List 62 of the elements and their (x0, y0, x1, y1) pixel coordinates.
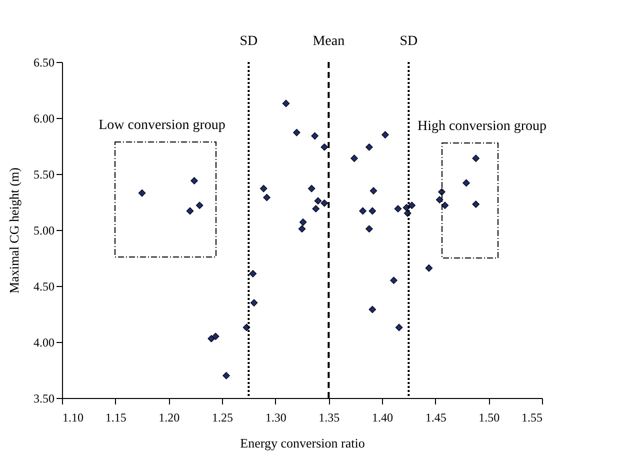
point (382, 131, 389, 138)
point (196, 202, 204, 210)
ref-line-label: SD (400, 34, 418, 49)
point (293, 128, 300, 136)
point (298, 225, 306, 233)
x-tick-label: 1.25 (212, 410, 233, 424)
x-tick-label: 1.20 (158, 410, 180, 424)
x-tick-label: 1.40 (372, 410, 393, 424)
point (299, 218, 307, 226)
point (222, 372, 230, 380)
point (138, 189, 146, 197)
point (425, 264, 433, 272)
x-tick-label: 1.50 (478, 410, 500, 424)
x-tick-label: 1.15 (105, 410, 126, 424)
annotation: Low conversion group (98, 118, 226, 133)
point (249, 270, 257, 278)
point (390, 276, 398, 284)
point (462, 179, 470, 187)
point (359, 207, 366, 215)
point (368, 306, 376, 314)
y-tick-label: 6.50 (34, 56, 54, 70)
point (263, 194, 270, 202)
x-tick-label: 1.45 (425, 410, 446, 424)
point (368, 207, 376, 215)
point (314, 197, 322, 205)
y-tick-label: 4.00 (34, 336, 54, 350)
ref-line-label: Mean (312, 34, 345, 49)
point (186, 207, 194, 215)
x-tick-label: 1.10 (62, 410, 84, 424)
point (436, 196, 444, 204)
y-tick-label: 5.00 (34, 224, 54, 238)
point (260, 184, 268, 192)
point (395, 324, 403, 332)
point (370, 187, 378, 194)
y-tick-label: 3.50 (34, 392, 54, 406)
point (366, 225, 373, 233)
point (212, 332, 220, 340)
point (441, 202, 449, 210)
y-axis-title: Maximal CG height (m) (6, 167, 22, 294)
annotation: High conversion group (417, 119, 547, 134)
x-tick-label: 1.30 (265, 410, 286, 424)
point (394, 205, 402, 212)
x-axis-title: Energy conversion ratio (240, 436, 365, 450)
point (250, 299, 258, 306)
x-tick-label: 1.55 (522, 410, 542, 424)
point (472, 200, 480, 208)
x-tick-label: 1.35 (318, 410, 340, 424)
point (366, 143, 373, 151)
point (472, 154, 480, 162)
y-tick-label: 5.50 (34, 168, 54, 182)
point (308, 184, 316, 192)
point (350, 154, 358, 162)
point (311, 132, 318, 140)
y-tick-label: 6.00 (34, 112, 54, 126)
y-tick-label: 4.50 (34, 280, 54, 294)
point (190, 177, 198, 184)
point (282, 100, 290, 108)
point (312, 205, 320, 212)
point (320, 199, 328, 207)
point (320, 143, 328, 151)
point (408, 202, 416, 210)
ref-line-label: SD (240, 34, 258, 49)
